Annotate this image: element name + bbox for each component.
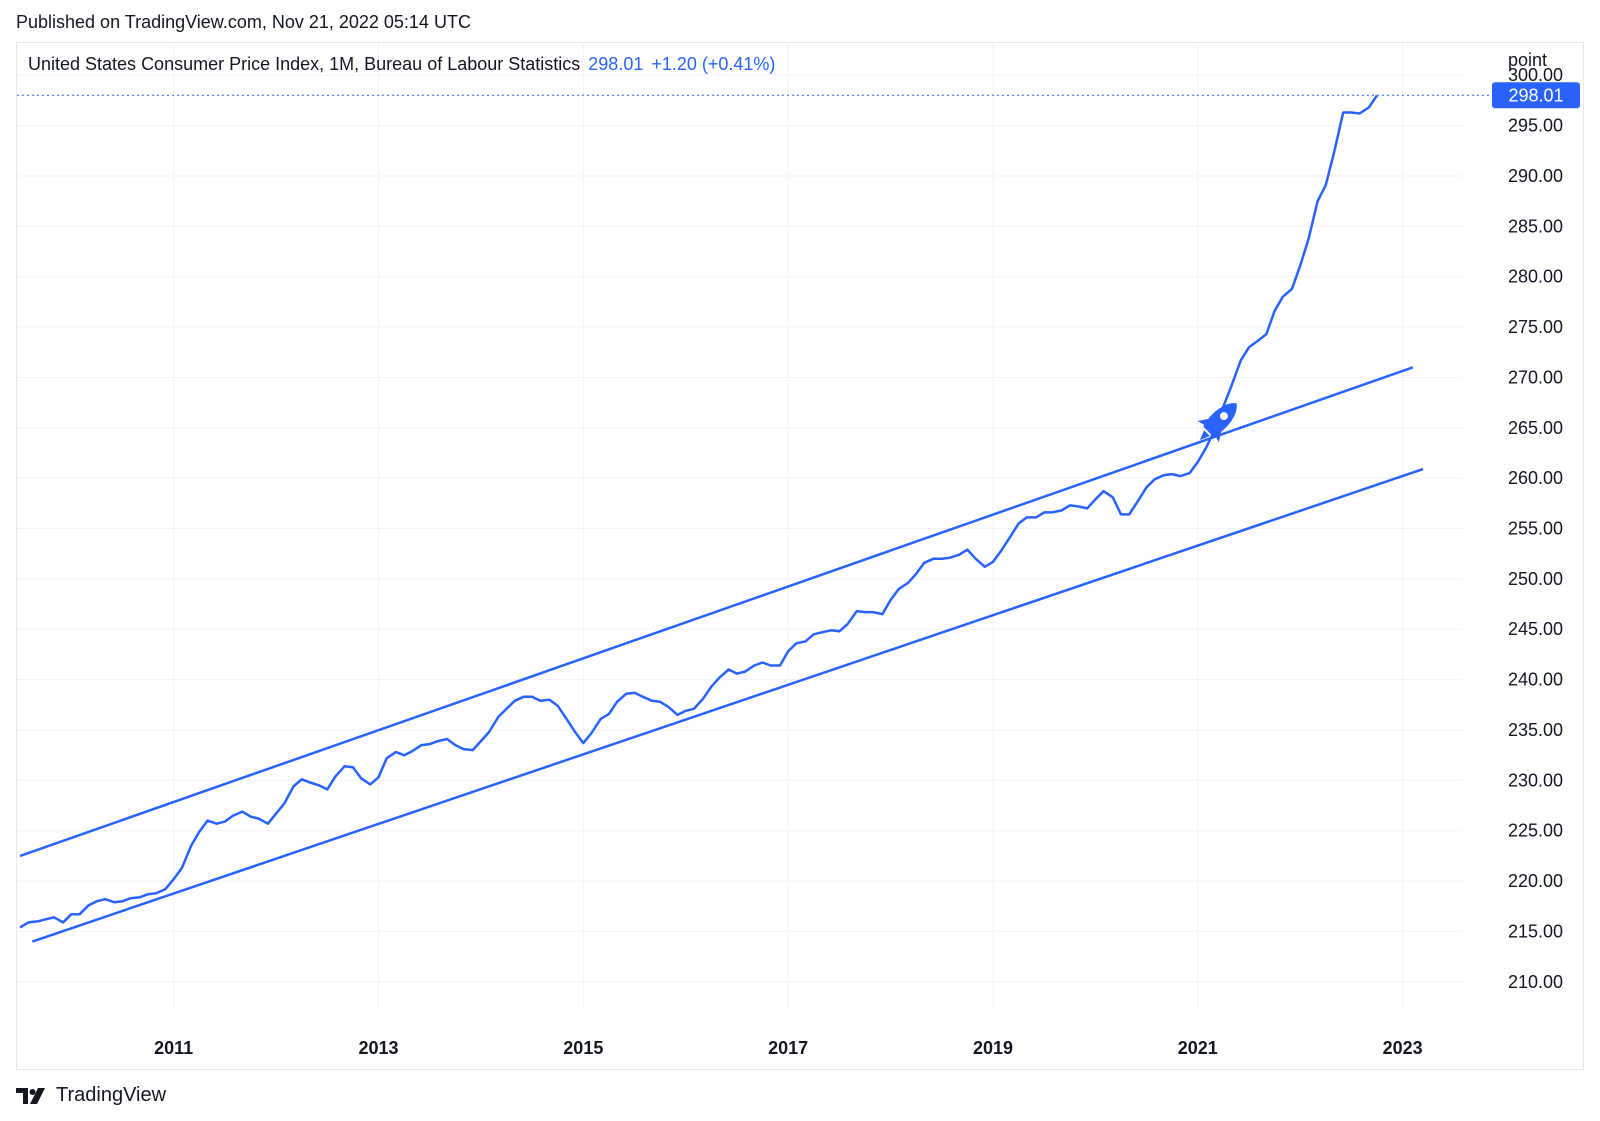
cpi-series-line[interactable] (19, 94, 1379, 929)
x-tick-label: 2021 (1178, 1038, 1218, 1058)
legend-symbol[interactable]: United States Consumer Price Index, 1M, … (28, 54, 581, 74)
x-tick-label: 2015 (563, 1038, 603, 1058)
published-caption: Published on TradingView.com, Nov 21, 20… (16, 12, 471, 32)
y-tick-label: 295.00 (1508, 116, 1563, 136)
rocket-icon[interactable] (1189, 393, 1247, 451)
series-legend: United States Consumer Price Index, 1M, … (28, 54, 775, 75)
chart-frame (16, 42, 1584, 1070)
legend-last-value: 298.01 (588, 54, 644, 74)
x-tick-label: 2019 (973, 1038, 1013, 1058)
footer-branding[interactable]: TradingView (16, 1084, 166, 1107)
y-tick-label: 215.00 (1508, 921, 1563, 941)
y-tick-label: 235.00 (1508, 720, 1563, 740)
y-tick-label: 265.00 (1508, 418, 1563, 438)
y-axis-unit-label: point (1508, 50, 1548, 70)
tradingview-logo-icon (16, 1087, 45, 1104)
trend-line-0[interactable] (19, 366, 1414, 858)
x-tick-label: 2013 (358, 1038, 398, 1058)
y-tick-label: 290.00 (1508, 166, 1563, 186)
footer-brand-name: TradingView (56, 1084, 167, 1106)
legend-change: +1.20 (+0.41%) (651, 54, 776, 74)
x-tick-label: 2017 (768, 1038, 808, 1058)
y-tick-label: 245.00 (1508, 619, 1563, 639)
y-tick-label: 275.00 (1508, 317, 1563, 337)
y-tick-label: 250.00 (1508, 569, 1563, 589)
y-tick-label: 270.00 (1508, 367, 1563, 387)
x-tick-label: 2011 (154, 1038, 193, 1058)
x-tick-label: 2023 (1383, 1038, 1423, 1058)
y-tick-label: 225.00 (1508, 821, 1563, 841)
y-tick-label: 220.00 (1508, 871, 1563, 891)
last-price-tag-label: 298.01 (1508, 85, 1563, 105)
y-tick-label: 210.00 (1508, 972, 1563, 992)
y-tick-label: 260.00 (1508, 468, 1563, 488)
y-tick-label: 240.00 (1508, 670, 1563, 690)
y-tick-label: 285.00 (1508, 216, 1563, 236)
y-tick-label: 300.00 (1508, 65, 1563, 85)
y-tick-label: 230.00 (1508, 770, 1563, 790)
y-tick-label: 280.00 (1508, 267, 1563, 287)
trend-line-1[interactable] (31, 467, 1424, 943)
y-tick-label: 255.00 (1508, 519, 1563, 539)
last-price-tag (1492, 82, 1580, 109)
